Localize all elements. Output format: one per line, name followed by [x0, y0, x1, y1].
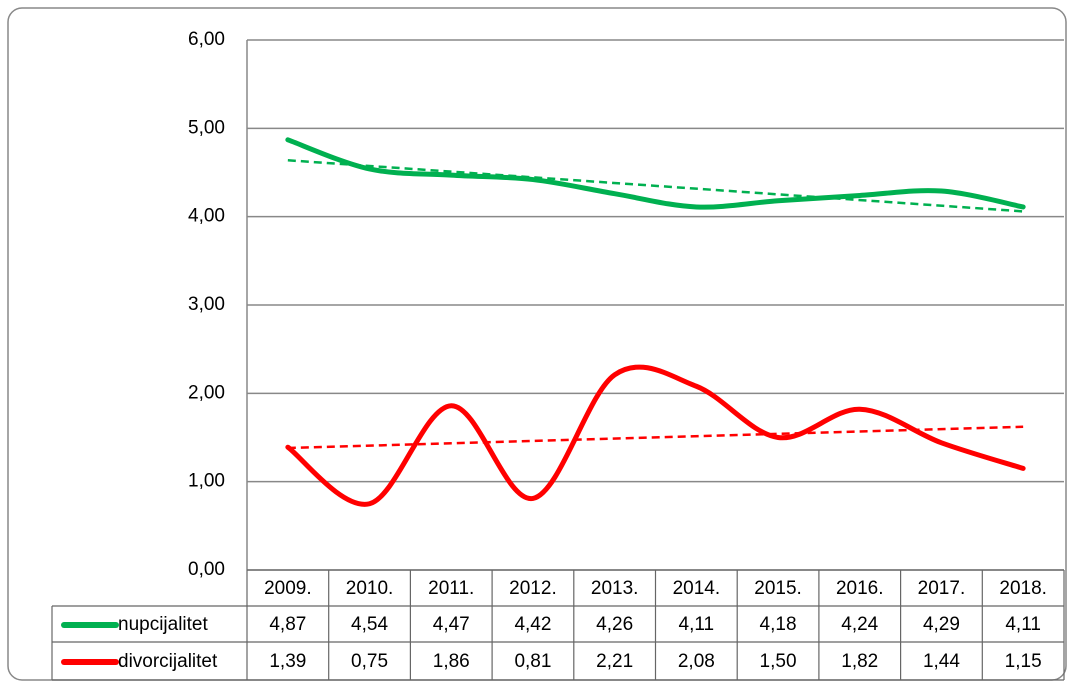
x-tick-label: 2011. — [428, 578, 474, 599]
table-value: 1,44 — [923, 651, 960, 672]
table-value: 1,39 — [269, 651, 306, 672]
x-tick-label: 2014. — [673, 578, 721, 599]
table-value: 0,75 — [351, 651, 388, 672]
x-tick-label: 2012. — [509, 578, 557, 599]
table-value: 0,81 — [514, 651, 551, 672]
y-tick-label: 1,00 — [188, 471, 225, 492]
x-tick-label: 2009. — [264, 578, 312, 599]
y-tick-label: 4,00 — [188, 206, 225, 227]
legend-label: divorcijalitet — [118, 651, 218, 672]
table-value: 4,11 — [679, 614, 715, 635]
table-value: 4,18 — [760, 614, 797, 635]
y-tick-label: 3,00 — [188, 294, 225, 315]
x-tick-label: 2018. — [999, 578, 1047, 599]
x-tick-label: 2010. — [346, 578, 394, 599]
legend-label: nupcijalitet — [118, 614, 208, 635]
table-value: 2,21 — [596, 651, 633, 672]
table-value: 1,86 — [433, 651, 470, 672]
table-value: 4,54 — [351, 614, 388, 635]
x-tick-label: 2013. — [591, 578, 639, 599]
table-value: 4,87 — [269, 614, 306, 635]
table-value: 4,26 — [596, 614, 633, 635]
table-value: 4,11 — [1005, 614, 1041, 635]
table-value: 4,24 — [841, 614, 878, 635]
table-value: 4,29 — [923, 614, 960, 635]
table-value: 2,08 — [678, 651, 715, 672]
table-value: 4,47 — [433, 614, 470, 635]
table-value: 4,42 — [514, 614, 551, 635]
x-tick-label: 2016. — [836, 578, 884, 599]
chart: 0,00 1,00 2,00 3,00 4,00 5,00 6,00 2009. 2010. 20… — [0, 0, 1074, 688]
table-value: 1,82 — [841, 651, 878, 672]
x-tick-label: 2017. — [918, 578, 966, 599]
y-tick-label: 2,00 — [188, 382, 225, 403]
table-value: 1,50 — [760, 651, 797, 672]
y-tick-label: 0,00 — [188, 559, 225, 580]
x-tick-label: 2015. — [754, 578, 802, 599]
y-tick-label: 6,00 — [188, 29, 225, 50]
table-value: 1,15 — [1005, 651, 1042, 672]
y-tick-label: 5,00 — [188, 117, 225, 138]
